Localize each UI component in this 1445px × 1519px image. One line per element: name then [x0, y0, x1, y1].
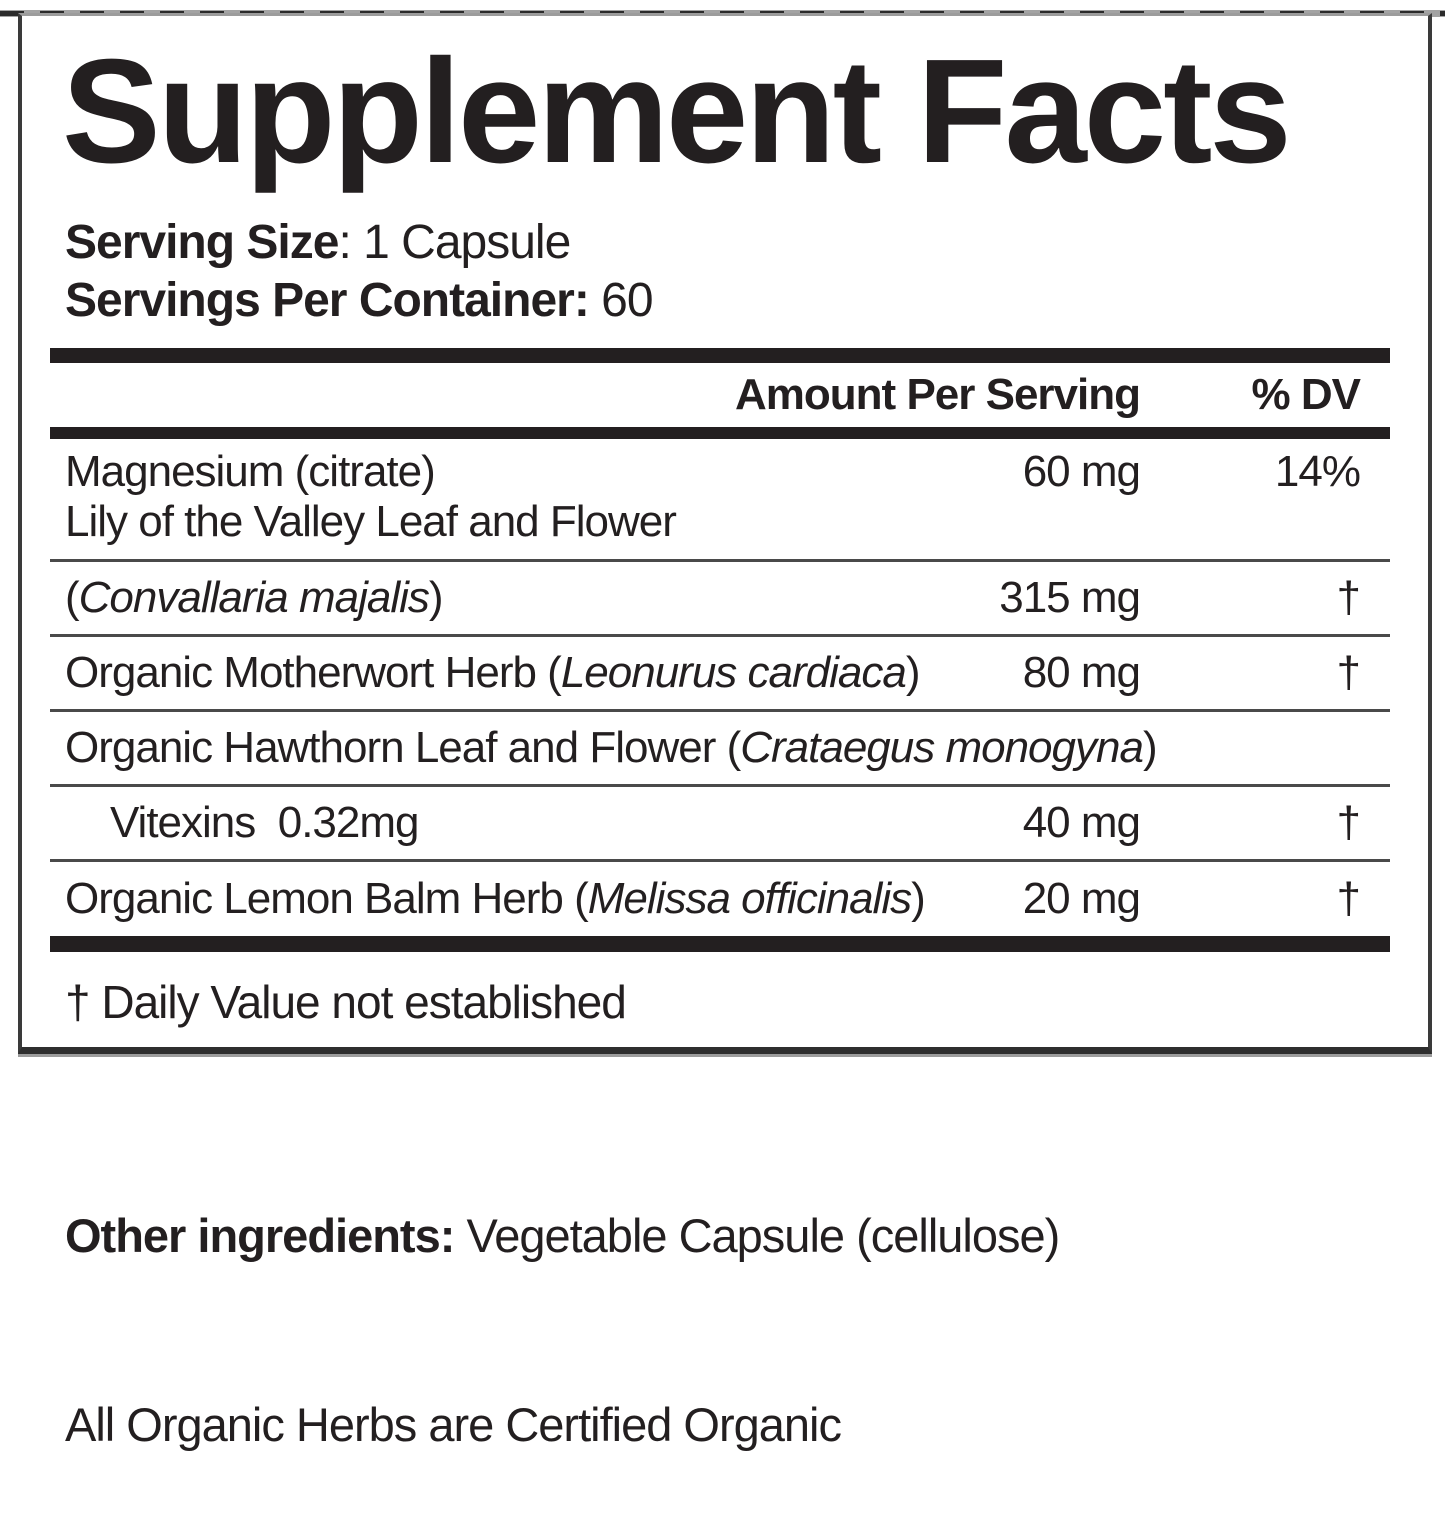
row-name-text: ): [428, 573, 444, 622]
serving-size-value: 1 Capsule: [363, 216, 571, 269]
row-dv: †: [1336, 874, 1361, 923]
servings-per-container-separator: [589, 274, 601, 327]
row-divider: [50, 784, 1390, 787]
other-ingredients-separator: [454, 1209, 466, 1262]
row-dv: †: [1336, 648, 1361, 697]
serving-size-label: Serving Size: [65, 216, 339, 269]
thick-divider-top: [50, 348, 1390, 363]
row-name-text: Magnesium (citrate): [65, 447, 436, 496]
ingredients-table: Amount Per Serving % DV Magnesium (citra…: [50, 348, 1390, 952]
table-row-magnesium: Magnesium (citrate) 60 mg 14%: [50, 439, 1390, 497]
supplement-facts-panel: Supplement Facts Serving Size: 1 Capsule…: [18, 13, 1432, 1054]
row-amount: 20 mg: [1022, 874, 1141, 923]
row-amount: 40 mg: [1022, 798, 1141, 847]
header-divider: [50, 427, 1390, 439]
row-name-text: Organic Motherwort Herb (: [65, 648, 562, 697]
serving-size-separator: :: [338, 216, 364, 269]
row-name-text: Lily of the Valley Leaf and Flower: [65, 497, 677, 546]
footer-notes: Other ingredients: Vegetable Capsule (ce…: [65, 1078, 1405, 1519]
row-name-text: Organic Hawthorn Leaf and Flower (: [65, 723, 741, 772]
table-row-vitexins: Vitexins 0.32mg 40 mg †: [50, 787, 1390, 859]
row-dv: †: [1336, 573, 1361, 622]
row-amount: 315 mg: [999, 573, 1141, 622]
row-name-text: (: [65, 573, 80, 622]
table-row-motherwort: Organic Motherwort Herb (Leonurus cardia…: [50, 637, 1390, 709]
row-dv: †: [1336, 798, 1361, 847]
row-amount: 80 mg: [1022, 648, 1141, 697]
column-header-dv: % DV: [1251, 370, 1361, 419]
row-divider: [50, 859, 1390, 862]
daily-value-footnote: † Daily Value not established: [65, 976, 627, 1028]
organic-note-line: All Organic Herbs are Certified Organic: [65, 1398, 842, 1451]
row-name-text: Vitexins 0.32mg: [110, 798, 419, 847]
row-name: Lily of the Valley Leaf and Flower: [65, 497, 1390, 547]
column-header-amount: Amount Per Serving: [735, 370, 1141, 419]
thick-divider-bottom: [50, 936, 1390, 952]
row-divider: [50, 709, 1390, 712]
row-divider: [50, 634, 1390, 637]
panel-title: Supplement Facts: [62, 29, 1292, 194]
row-name-latin: Melissa officinalis: [587, 874, 912, 923]
row-name-latin: Convallaria majalis: [78, 573, 430, 622]
row-name: (Convallaria majalis): [65, 573, 920, 623]
row-name-text: ): [905, 648, 921, 697]
other-ingredients-label: Other ingredients:: [65, 1209, 455, 1262]
servings-per-container-line: Servings Per Container: 60: [65, 272, 1428, 330]
table-row-convallaria: (Convallaria majalis) 315 mg †: [50, 562, 1390, 634]
row-name-text: ): [911, 874, 926, 923]
servings-per-container-value: 60: [601, 274, 653, 327]
row-name-text: ): [1142, 723, 1158, 772]
row-name: Organic Motherwort Herb (Leonurus cardia…: [65, 648, 920, 698]
row-name: Organic Lemon Balm Herb (Melissa officin…: [65, 874, 926, 924]
row-name: Vitexins 0.32mg: [65, 798, 920, 848]
table-row-lily-of-the-valley: Lily of the Valley Leaf and Flower: [50, 497, 1390, 559]
table-row-lemon-balm: Organic Lemon Balm Herb (Melissa officin…: [50, 862, 1390, 936]
row-name: Organic Hawthorn Leaf and Flower (Cratae…: [65, 723, 1390, 773]
other-ingredients-line: Other ingredients: Vegetable Capsule (ce…: [65, 1204, 1405, 1267]
other-ingredients-value: Vegetable Capsule (cellulose): [466, 1209, 1060, 1262]
row-amount: 60 mg: [1022, 447, 1141, 496]
row-name-latin: Crataegus monogyna: [740, 723, 1144, 772]
serving-size-line: Serving Size: 1 Capsule: [65, 214, 1428, 272]
table-row-hawthorn: Organic Hawthorn Leaf and Flower (Cratae…: [50, 712, 1390, 784]
row-dv: 14%: [1274, 447, 1361, 496]
servings-per-container-label: Servings Per Container:: [65, 274, 590, 327]
row-name: Magnesium (citrate): [65, 447, 920, 497]
row-name-text: Organic Lemon Balm Herb (: [65, 874, 589, 923]
table-header-row: Amount Per Serving % DV: [50, 363, 1390, 427]
row-divider: [50, 559, 1390, 562]
row-name-latin: Leonurus cardiaca: [560, 648, 907, 697]
